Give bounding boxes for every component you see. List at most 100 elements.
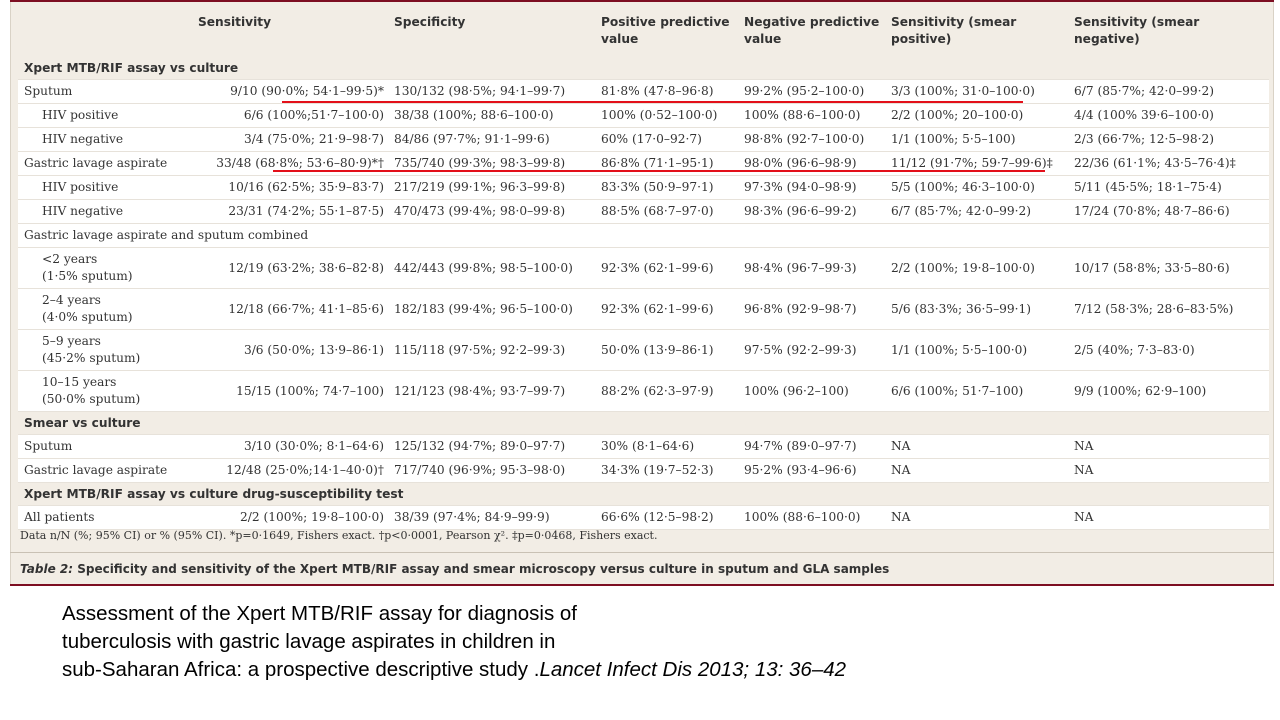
- row-label: HIV negative: [18, 127, 194, 152]
- citation-title-end: sub-Saharan Africa: a prospective descri…: [62, 658, 540, 681]
- table-cell: 3/6 (50·0%; 13·9–86·1): [194, 329, 390, 371]
- caption-divider: [10, 552, 1274, 553]
- table-caption: Table 2: Specificity and sensitivity of …: [20, 562, 1260, 576]
- table-cell: 12/19 (63·2%; 38·6–82·8): [194, 247, 390, 289]
- row-label: Gastric lavage aspirate: [18, 151, 194, 176]
- row-label-text: 2–4 years: [42, 293, 101, 307]
- table-cell: 99·2% (95·2–100·0): [740, 79, 887, 104]
- table-container: Sensitivity Specificity Positive predictiv…: [18, 8, 1269, 530]
- row-label-text: Gastric lavage aspirate: [24, 156, 168, 170]
- row-label: HIV positive: [18, 175, 194, 200]
- table-cell: NA: [1070, 505, 1269, 530]
- table-footnote: Data n/N (%; 95% CI) or % (95% CI). *p=0…: [20, 529, 658, 542]
- table-cell: 1/1 (100%; 5·5–100): [887, 127, 1070, 152]
- row-label-text: Gastric lavage aspirate: [24, 463, 168, 477]
- table-cell: 81·8% (47·8–96·8): [597, 79, 740, 104]
- row-label: 2–4 years (4·0% sputum): [18, 288, 194, 330]
- citation-line-1: Assessment of the Xpert MTB/RIF assay fo…: [62, 602, 577, 625]
- table-caption-label: Table 2:: [20, 562, 74, 576]
- table-cell: 100% (88·6–100·0): [740, 103, 887, 128]
- citation-line-2: tuberculosis with gastric lavage aspirat…: [62, 630, 556, 653]
- table-cell: 88·5% (68·7–97·0): [597, 199, 740, 224]
- row-label: Sputum: [18, 434, 194, 459]
- table-cell: 2/3 (66·7%; 12·5–98·2): [1070, 127, 1269, 152]
- table-cell: 60% (17·0–92·7): [597, 127, 740, 152]
- table-cell: 100% (96·2–100): [740, 370, 887, 412]
- table-cell: 95·2% (93·4–96·6): [740, 458, 887, 483]
- section-header-row: Smear vs culture: [18, 411, 1269, 435]
- table-cell: 100% (88·6–100·0): [740, 505, 887, 530]
- row-sublabel: (4·0% sputum): [42, 310, 133, 324]
- row-label-text: HIV positive: [42, 108, 119, 122]
- row-label: Sputum: [18, 79, 194, 104]
- table-header-row: Sensitivity Specificity Positive predictiv…: [18, 8, 1269, 57]
- table-row: Sputum 3/10 (30·0%; 8·1–64·6) 125/132 (94·…: [18, 434, 1269, 459]
- table-cell: 84/86 (97·7%; 91·1–99·6): [390, 127, 597, 152]
- table-cell: 6/6 (100%;51·7–100·0): [194, 103, 390, 128]
- table-cell: 717/740 (96·9%; 95·3–98·0): [390, 458, 597, 483]
- table-row: 5–9 years (45·2% sputum) 3/6 (50·0%; 13·9–…: [18, 329, 1269, 371]
- table-cell: 22/36 (61·1%; 43·5–76·4)‡: [1070, 151, 1269, 176]
- table-cell: 98·3% (96·6–99·2): [740, 199, 887, 224]
- table-row: 2–4 years (4·0% sputum) 12/18 (66·7%; 41·1…: [18, 288, 1269, 330]
- section-title: Smear vs culture: [18, 411, 1269, 435]
- table-row: Gastric lavage aspirate 12/48 (25·0%;14·1…: [18, 458, 1269, 483]
- table-cell: 97·5% (92·2–99·3): [740, 329, 887, 371]
- table-cell: 470/473 (99·4%; 98·0–99·8): [390, 199, 597, 224]
- table-cell: 12/48 (25·0%;14·1–40·0)†: [194, 458, 390, 483]
- table-cell: 92·3% (62·1–99·6): [597, 247, 740, 289]
- column-header-1: Sensitivity: [194, 8, 390, 57]
- table-cell: 96·8% (92·9–98·7): [740, 288, 887, 330]
- table-cell: 130/132 (98·5%; 94·1–99·7): [390, 79, 597, 104]
- table-caption-text: Specificity and sensitivity of the Xpert…: [73, 562, 890, 576]
- table-cell: 2/2 (100%; 19·8–100·0): [887, 247, 1070, 289]
- table-cell: 97·3% (94·0–98·9): [740, 175, 887, 200]
- table-cell: 3/4 (75·0%; 21·9–98·7): [194, 127, 390, 152]
- row-label: 5–9 years (45·2% sputum): [18, 329, 194, 371]
- table-cell: 9/10 (90·0%; 54·1–99·5)*: [194, 79, 390, 104]
- table-cell: 38/38 (100%; 88·6–100·0): [390, 103, 597, 128]
- row-label-text: Sputum: [24, 84, 73, 98]
- table-row: Gastric lavage aspirate and sputum combi…: [18, 223, 1269, 248]
- table-row: HIV positive 6/6 (100%;51·7–100·0) 38/38 (…: [18, 103, 1269, 128]
- row-label-text: All patients: [24, 510, 95, 524]
- table-cell: 7/12 (58·3%; 28·6–83·5%): [1070, 288, 1269, 330]
- table-cell: 94·7% (89·0–97·7): [740, 434, 887, 459]
- table-cell: 6/6 (100%; 51·7–100): [887, 370, 1070, 412]
- column-header-0: [18, 8, 194, 57]
- row-label-text: HIV negative: [42, 204, 124, 218]
- table-cell: 83·3% (50·9–97·1): [597, 175, 740, 200]
- table-cell: 98·4% (96·7–99·3): [740, 247, 887, 289]
- table-cell: 100% (0·52–100·0): [597, 103, 740, 128]
- table-cell: 98·8% (92·7–100·0): [740, 127, 887, 152]
- table-cell: 30% (8·1–64·6): [597, 434, 740, 459]
- table-cell: NA: [1070, 458, 1269, 483]
- table-row: <2 years (1·5% sputum) 12/19 (63·2%; 38·6–…: [18, 247, 1269, 289]
- table-bottom-rule: [10, 584, 1274, 586]
- table-cell: 92·3% (62·1–99·6): [597, 288, 740, 330]
- row-label-text: 5–9 years: [42, 334, 101, 348]
- row-label: 10–15 years (50·0% sputum): [18, 370, 194, 412]
- table-cell: 6/7 (85·7%; 42·0–99·2): [1070, 79, 1269, 104]
- highlight-underline-sputum: [282, 101, 1023, 103]
- row-sublabel: (1·5% sputum): [42, 269, 133, 283]
- table-cell: 5/5 (100%; 46·3–100·0): [887, 175, 1070, 200]
- row-label-text: HIV negative: [42, 132, 124, 146]
- row-sublabel: (50·0% sputum): [42, 392, 141, 406]
- table-cell: 2/5 (40%; 7·3–83·0): [1070, 329, 1269, 371]
- section-header-row: Xpert MTB/RIF assay vs culture: [18, 57, 1269, 80]
- table-cell: 66·6% (12·5–98·2): [597, 505, 740, 530]
- table-cell: 50·0% (13·9–86·1): [597, 329, 740, 371]
- column-header-5: Sensitivity (smear positive): [887, 8, 1070, 57]
- table-cell: 115/118 (97·5%; 92·2–99·3): [390, 329, 597, 371]
- table-cell: NA: [887, 434, 1070, 459]
- table-cell: 6/7 (85·7%; 42·0–99·2): [887, 199, 1070, 224]
- table-row: HIV positive 10/16 (62·5%; 35·9–83·7) 217/…: [18, 175, 1269, 200]
- column-header-6: Sensitivity (smear negative): [1070, 8, 1269, 57]
- row-label: HIV negative: [18, 199, 194, 224]
- citation-journal: Lancet Infect Dis 2013; 13: 36–42: [539, 658, 847, 681]
- row-label: HIV positive: [18, 103, 194, 128]
- row-label-text: <2 years: [42, 252, 98, 266]
- table-cell: 182/183 (99·4%; 96·5–100·0): [390, 288, 597, 330]
- section-title: Xpert MTB/RIF assay vs culture drug-susc…: [18, 482, 1269, 506]
